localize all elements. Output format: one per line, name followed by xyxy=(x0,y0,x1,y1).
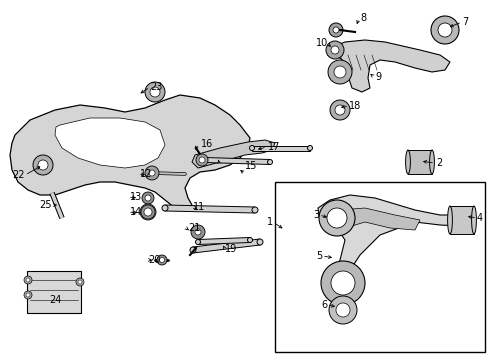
Ellipse shape xyxy=(257,239,263,245)
Ellipse shape xyxy=(249,145,254,150)
Text: 7: 7 xyxy=(461,17,468,27)
Ellipse shape xyxy=(202,158,207,162)
Polygon shape xyxy=(204,158,269,165)
Ellipse shape xyxy=(140,204,156,220)
Text: 16: 16 xyxy=(201,139,213,149)
Ellipse shape xyxy=(199,157,204,163)
Polygon shape xyxy=(10,95,249,210)
Ellipse shape xyxy=(326,208,346,228)
Polygon shape xyxy=(327,40,449,92)
Text: 24: 24 xyxy=(49,295,61,305)
Ellipse shape xyxy=(145,82,164,102)
Text: 18: 18 xyxy=(348,101,361,111)
Text: 11: 11 xyxy=(193,202,205,212)
Text: 12: 12 xyxy=(140,169,152,179)
Bar xyxy=(407,150,431,174)
Ellipse shape xyxy=(267,159,272,165)
Text: 21: 21 xyxy=(187,223,200,233)
Polygon shape xyxy=(192,140,274,168)
Ellipse shape xyxy=(437,23,451,37)
Ellipse shape xyxy=(330,46,338,54)
Polygon shape xyxy=(251,145,309,150)
Ellipse shape xyxy=(430,16,458,44)
Ellipse shape xyxy=(195,239,200,244)
Polygon shape xyxy=(317,195,464,305)
Ellipse shape xyxy=(33,155,53,175)
Ellipse shape xyxy=(330,271,354,295)
Text: 22: 22 xyxy=(13,170,25,180)
Text: 1: 1 xyxy=(266,217,272,227)
Ellipse shape xyxy=(26,278,30,282)
Ellipse shape xyxy=(195,229,201,235)
Ellipse shape xyxy=(196,154,207,166)
Ellipse shape xyxy=(149,170,155,176)
Ellipse shape xyxy=(142,192,154,204)
Text: 13: 13 xyxy=(130,192,142,202)
Ellipse shape xyxy=(320,261,364,305)
Polygon shape xyxy=(55,118,164,168)
Ellipse shape xyxy=(325,41,343,59)
Polygon shape xyxy=(164,205,255,213)
Ellipse shape xyxy=(78,280,82,284)
Ellipse shape xyxy=(247,238,252,243)
Ellipse shape xyxy=(191,225,204,239)
Text: 3: 3 xyxy=(312,210,318,220)
Ellipse shape xyxy=(251,207,258,213)
Ellipse shape xyxy=(447,206,451,234)
Text: 5: 5 xyxy=(315,251,321,261)
FancyBboxPatch shape xyxy=(27,271,81,313)
Text: 10: 10 xyxy=(315,38,327,48)
Ellipse shape xyxy=(143,208,152,216)
Ellipse shape xyxy=(162,205,168,211)
Ellipse shape xyxy=(307,145,312,150)
Ellipse shape xyxy=(318,200,354,236)
Text: 20: 20 xyxy=(148,255,160,265)
Ellipse shape xyxy=(332,27,338,33)
Ellipse shape xyxy=(76,278,84,286)
Text: 15: 15 xyxy=(244,161,257,171)
Ellipse shape xyxy=(159,257,164,262)
Text: 9: 9 xyxy=(374,72,380,82)
Ellipse shape xyxy=(405,150,409,174)
Ellipse shape xyxy=(24,291,32,299)
Ellipse shape xyxy=(145,166,159,180)
Text: 4: 4 xyxy=(476,213,482,223)
Text: 8: 8 xyxy=(359,13,366,23)
Text: 19: 19 xyxy=(224,244,237,254)
Ellipse shape xyxy=(329,100,349,120)
Ellipse shape xyxy=(334,105,345,115)
Ellipse shape xyxy=(335,303,349,317)
Ellipse shape xyxy=(150,87,160,97)
Text: 2: 2 xyxy=(435,158,441,168)
Polygon shape xyxy=(192,239,260,253)
Ellipse shape xyxy=(470,206,475,234)
Text: 23: 23 xyxy=(150,82,162,92)
Bar xyxy=(449,206,473,234)
Ellipse shape xyxy=(157,255,167,265)
Ellipse shape xyxy=(24,276,32,284)
Text: 6: 6 xyxy=(320,300,326,310)
Ellipse shape xyxy=(327,60,351,84)
Ellipse shape xyxy=(328,296,356,324)
Text: 25: 25 xyxy=(40,200,52,210)
Ellipse shape xyxy=(333,66,346,78)
Polygon shape xyxy=(336,208,419,230)
Text: 14: 14 xyxy=(130,207,142,217)
Ellipse shape xyxy=(429,150,433,174)
Ellipse shape xyxy=(145,195,151,201)
Bar xyxy=(274,182,484,352)
Ellipse shape xyxy=(26,293,30,297)
Ellipse shape xyxy=(328,23,342,37)
Ellipse shape xyxy=(38,160,48,170)
Ellipse shape xyxy=(190,247,196,253)
Polygon shape xyxy=(198,238,249,244)
Text: 17: 17 xyxy=(267,142,280,152)
